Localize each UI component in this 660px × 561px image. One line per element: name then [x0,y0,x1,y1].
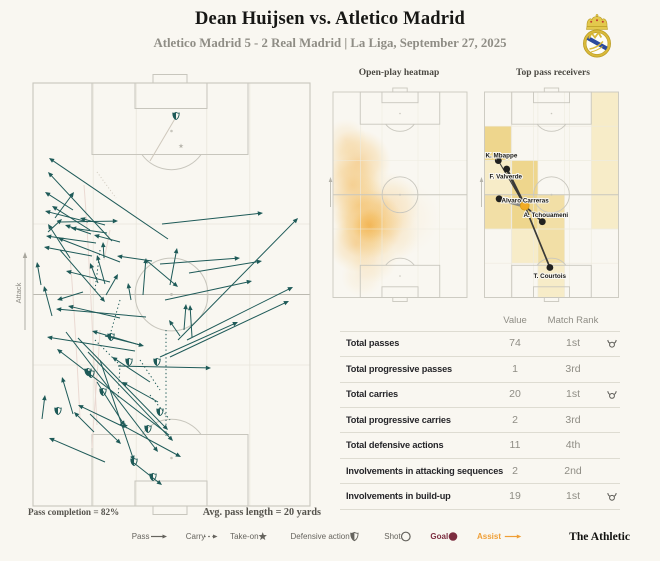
svg-text:F. Valverde: F. Valverde [490,174,523,181]
svg-text:Attack: Attack [14,282,23,303]
svg-text:T. Courtois: T. Courtois [534,273,567,280]
svg-text:Alvaro Carreras: Alvaro Carreras [502,198,550,205]
svg-text:A. Tchouameni: A. Tchouameni [524,212,569,219]
svg-text:K. Mbappe: K. Mbappe [486,153,518,160]
